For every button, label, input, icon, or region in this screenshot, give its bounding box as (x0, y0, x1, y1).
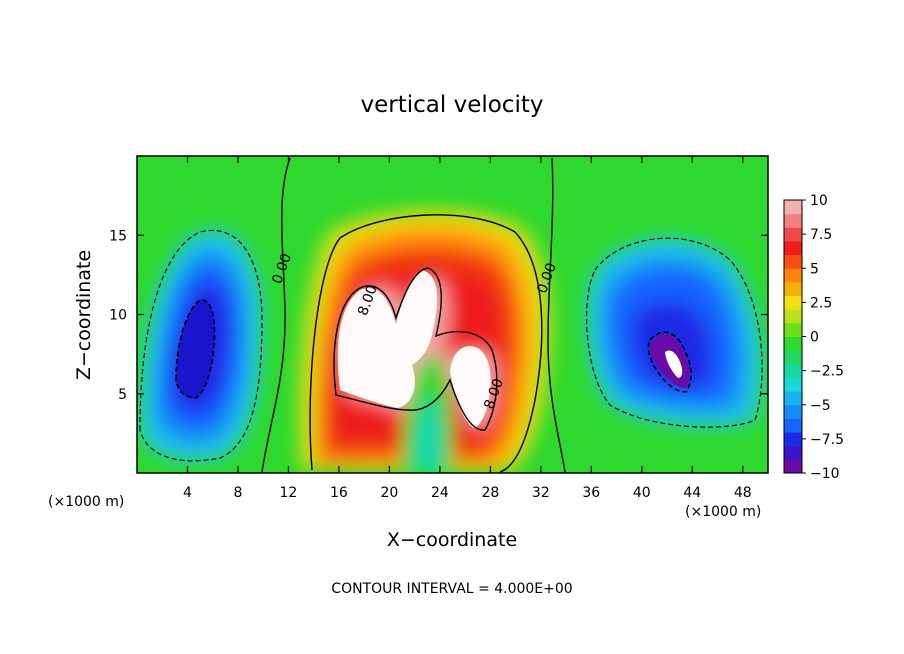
colorbar-band (784, 391, 802, 406)
colorbar-tick-label: 10 (810, 193, 828, 209)
x-axis-unit: (×1000 m) (685, 504, 761, 520)
contour-interval-footer: CONTOUR INTERVAL = 4.000E+00 (331, 581, 572, 597)
y-axis-label: Z−coordinate (73, 250, 95, 380)
x-tick-label: 4 (183, 485, 192, 501)
y-tick-label: 15 (109, 228, 127, 244)
x-tick-label: 24 (431, 485, 449, 501)
colorbar-band (784, 432, 802, 447)
colorbar-band (784, 377, 802, 392)
x-tick-label: 32 (532, 485, 550, 501)
colorbar-band (784, 268, 802, 283)
plot-area: 0.008.000.008.00 (136, 155, 769, 474)
contour-4 (309, 214, 543, 473)
chart-title: vertical velocity (361, 92, 544, 118)
right-downdraft-peak (665, 350, 683, 378)
zero-contour-left (261, 157, 291, 473)
colorbar-tick-label: 7.5 (810, 227, 832, 243)
x-tick-label: 28 (481, 485, 499, 501)
velocity-field: 0.008.000.008.00 (139, 157, 763, 473)
x-tick-label: 44 (683, 485, 701, 501)
colorbar-band (784, 418, 802, 433)
colorbar-tick-label: 0 (810, 330, 819, 346)
left-downdraft-core (176, 299, 215, 398)
x-axis-ticks: 4 8 12 16 20 24 28 32 36 40 44 48 (183, 156, 752, 501)
colorbar-tick-label: 2.5 (810, 295, 832, 311)
colorbar-tick-label: −7.5 (810, 432, 844, 448)
colorbar-tick-label: −2.5 (810, 364, 844, 380)
y-tick-label: 5 (118, 387, 127, 403)
zero-contour-right (547, 157, 566, 473)
colorbar-tick-label: −5 (810, 398, 831, 414)
x-tick-label: 20 (380, 485, 398, 501)
x-tick-label: 36 (582, 485, 600, 501)
colorbar-band (784, 350, 802, 365)
colorbar-ticks: 10 7.5 5 2.5 0 −2.5 −5 −7.5 −10 (802, 193, 844, 482)
y-tick-label: 10 (109, 308, 127, 324)
colorbar-band (784, 254, 802, 269)
updraft-core (337, 270, 438, 408)
colorbar-band (784, 445, 802, 460)
colorbar-tick-label: −10 (810, 466, 840, 482)
x-tick-label: 8 (233, 485, 242, 501)
colorbar: 10 7.5 5 2.5 0 −2.5 −5 −7.5 −10 (783, 193, 844, 482)
contour-8 (333, 267, 498, 431)
colorbar-tick-label: 5 (810, 261, 819, 277)
x-tick-label: 40 (633, 485, 651, 501)
colorbar-band (784, 404, 802, 419)
contour-lines (261, 157, 566, 473)
x-tick-label: 48 (734, 485, 752, 501)
colorbar-band (784, 240, 802, 256)
x-axis-label: X−coordinate (387, 529, 517, 551)
colorbar-band (784, 336, 802, 351)
y-axis-ticks: 5 10 15 (109, 228, 768, 403)
x-tick-label: 12 (280, 485, 298, 501)
colorbar-band (784, 200, 802, 215)
colorbar-band (784, 459, 802, 474)
colorbar-band (784, 227, 802, 242)
colorbar-band (784, 281, 802, 297)
colorbar-band (784, 363, 802, 378)
y-axis-unit: (×1000 m) (48, 494, 124, 510)
negative-contours (139, 229, 763, 462)
colorbar-band (784, 309, 802, 324)
colorbar-bands (784, 200, 802, 474)
colorbar-band (784, 322, 802, 337)
colorbar-band (784, 213, 802, 228)
colorbar-band (784, 295, 802, 310)
x-tick-label: 16 (330, 485, 348, 501)
